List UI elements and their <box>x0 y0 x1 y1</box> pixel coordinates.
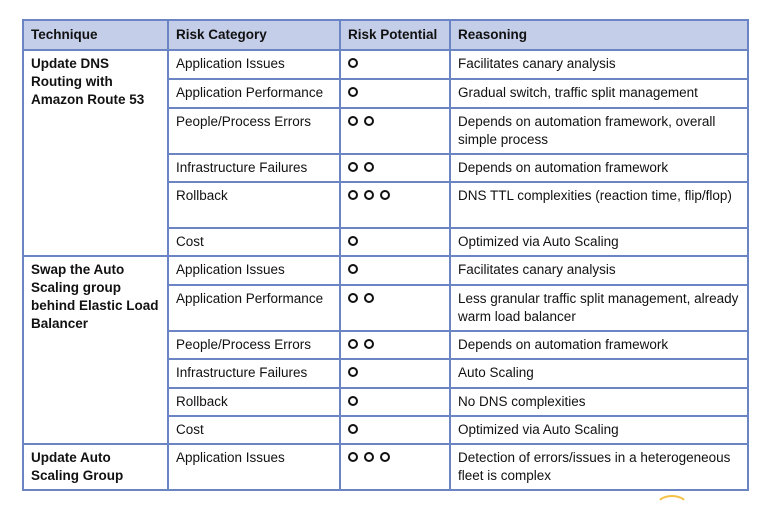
table-row: Swap the Auto Scaling group behind Elast… <box>22 255 749 445</box>
reasoning-cell: No DNS complexities <box>449 387 749 417</box>
risk-potential-cell <box>339 227 451 257</box>
table-row: Application Performance Gradual switch, t… <box>23 78 749 109</box>
risk-category-cell: People/Process Errors <box>167 107 341 155</box>
reasoning-cell: Depends on automation framework, overall… <box>449 107 749 155</box>
risk-dot-icon <box>348 190 358 200</box>
table-body: Update DNS Routing with Amazon Route 53 A… <box>22 49 749 491</box>
table-row: People/Process Errors Depends on automati… <box>23 107 749 155</box>
header-technique: Technique <box>22 19 169 51</box>
risk-dot-icon <box>380 190 390 200</box>
risk-potential-cell <box>339 387 451 417</box>
risk-dot-icon <box>348 264 358 274</box>
risk-dot-icon <box>348 396 358 406</box>
table-row: Update Auto Scaling Group Application Iss… <box>22 443 749 491</box>
decorative-arc <box>655 495 689 519</box>
risk-potential-cell <box>339 153 451 183</box>
header-row: Technique Risk Category Risk Potential R… <box>22 19 749 51</box>
risk-dot-icon <box>364 162 374 172</box>
risk-potential-cell <box>339 358 451 389</box>
risk-dot-icon <box>348 452 358 462</box>
risk-category-cell: Application Performance <box>167 78 341 109</box>
table-row: Update DNS Routing with Amazon Route 53 A… <box>22 49 749 257</box>
risk-dot-icon <box>348 58 358 68</box>
risk-dot-icon <box>364 339 374 349</box>
reasoning-cell: Facilitates canary analysis <box>449 255 749 286</box>
table-row: People/Process Errors Depends on automati… <box>23 330 749 360</box>
risk-category-cell: Application Issues <box>167 443 341 491</box>
technique-cell: Update DNS Routing with Amazon Route 53 <box>22 49 169 257</box>
risk-dot-icon <box>348 236 358 246</box>
reasoning-cell: Depends on automation framework <box>449 330 749 360</box>
reasoning-cell: Auto Scaling <box>449 358 749 389</box>
risk-dot-icon <box>380 452 390 462</box>
risk-dot-icon <box>348 116 358 126</box>
table-row: Cost Optimized via Auto Scaling <box>23 415 749 445</box>
technique-cell: Swap the Auto Scaling group behind Elast… <box>22 255 169 445</box>
reasoning-cell: Facilitates canary analysis <box>449 49 749 80</box>
risk-dot-icon <box>348 339 358 349</box>
table-row: Infrastructure Failures Depends on automa… <box>23 153 749 183</box>
risk-potential-cell <box>339 49 451 80</box>
risk-potential-cell <box>339 181 451 229</box>
risk-dot-icon <box>348 162 358 172</box>
risk-dot-icon <box>364 190 374 200</box>
reasoning-cell: Less granular traffic split management, … <box>449 284 749 332</box>
risk-dot-icon <box>348 87 358 97</box>
risk-potential-cell <box>339 415 451 445</box>
risk-category-cell: Rollback <box>167 387 341 417</box>
risk-category-cell: People/Process Errors <box>167 330 341 360</box>
reasoning-cell: Detection of errors/issues in a heteroge… <box>449 443 749 491</box>
risk-dot-icon <box>348 367 358 377</box>
risk-potential-cell <box>339 78 451 109</box>
risk-category-cell: Rollback <box>167 181 341 229</box>
risk-dot-icon <box>348 424 358 434</box>
reasoning-cell: Depends on automation framework <box>449 153 749 183</box>
risk-potential-cell <box>339 443 451 491</box>
risk-potential-cell <box>339 107 451 155</box>
risk-category-cell: Infrastructure Failures <box>167 358 341 389</box>
table-row: Rollback No DNS complexities <box>23 387 749 417</box>
table-row: Infrastructure Failures Auto Scaling <box>23 358 749 389</box>
risk-table: Technique Risk Category Risk Potential R… <box>22 19 749 491</box>
risk-category-cell: Infrastructure Failures <box>167 153 341 183</box>
risk-category-cell: Application Issues <box>167 49 341 80</box>
technique-cell: Update Auto Scaling Group <box>22 443 169 491</box>
risk-dot-icon <box>364 293 374 303</box>
risk-category-cell: Cost <box>167 415 341 445</box>
risk-dot-icon <box>364 452 374 462</box>
table-row: Application Performance Less granular tra… <box>23 284 749 332</box>
risk-category-cell: Application Issues <box>167 255 341 286</box>
risk-potential-cell <box>339 255 451 286</box>
header-risk-potential: Risk Potential <box>339 19 451 51</box>
risk-potential-cell <box>339 284 451 332</box>
reasoning-cell: Optimized via Auto Scaling <box>449 227 749 257</box>
header-risk-category: Risk Category <box>167 19 341 51</box>
reasoning-cell: Gradual switch, traffic split management <box>449 78 749 109</box>
risk-category-cell: Cost <box>167 227 341 257</box>
risk-potential-cell <box>339 330 451 360</box>
risk-dot-icon <box>348 293 358 303</box>
risk-category-cell: Application Performance <box>167 284 341 332</box>
header-reasoning: Reasoning <box>449 19 749 51</box>
reasoning-cell: Optimized via Auto Scaling <box>449 415 749 445</box>
reasoning-cell: DNS TTL complexities (reaction time, fli… <box>449 181 749 229</box>
table-row: Cost Optimized via Auto Scaling <box>23 227 749 257</box>
risk-dot-icon <box>364 116 374 126</box>
table-row: Rollback DNS TTL complexities (reaction t… <box>23 181 749 229</box>
